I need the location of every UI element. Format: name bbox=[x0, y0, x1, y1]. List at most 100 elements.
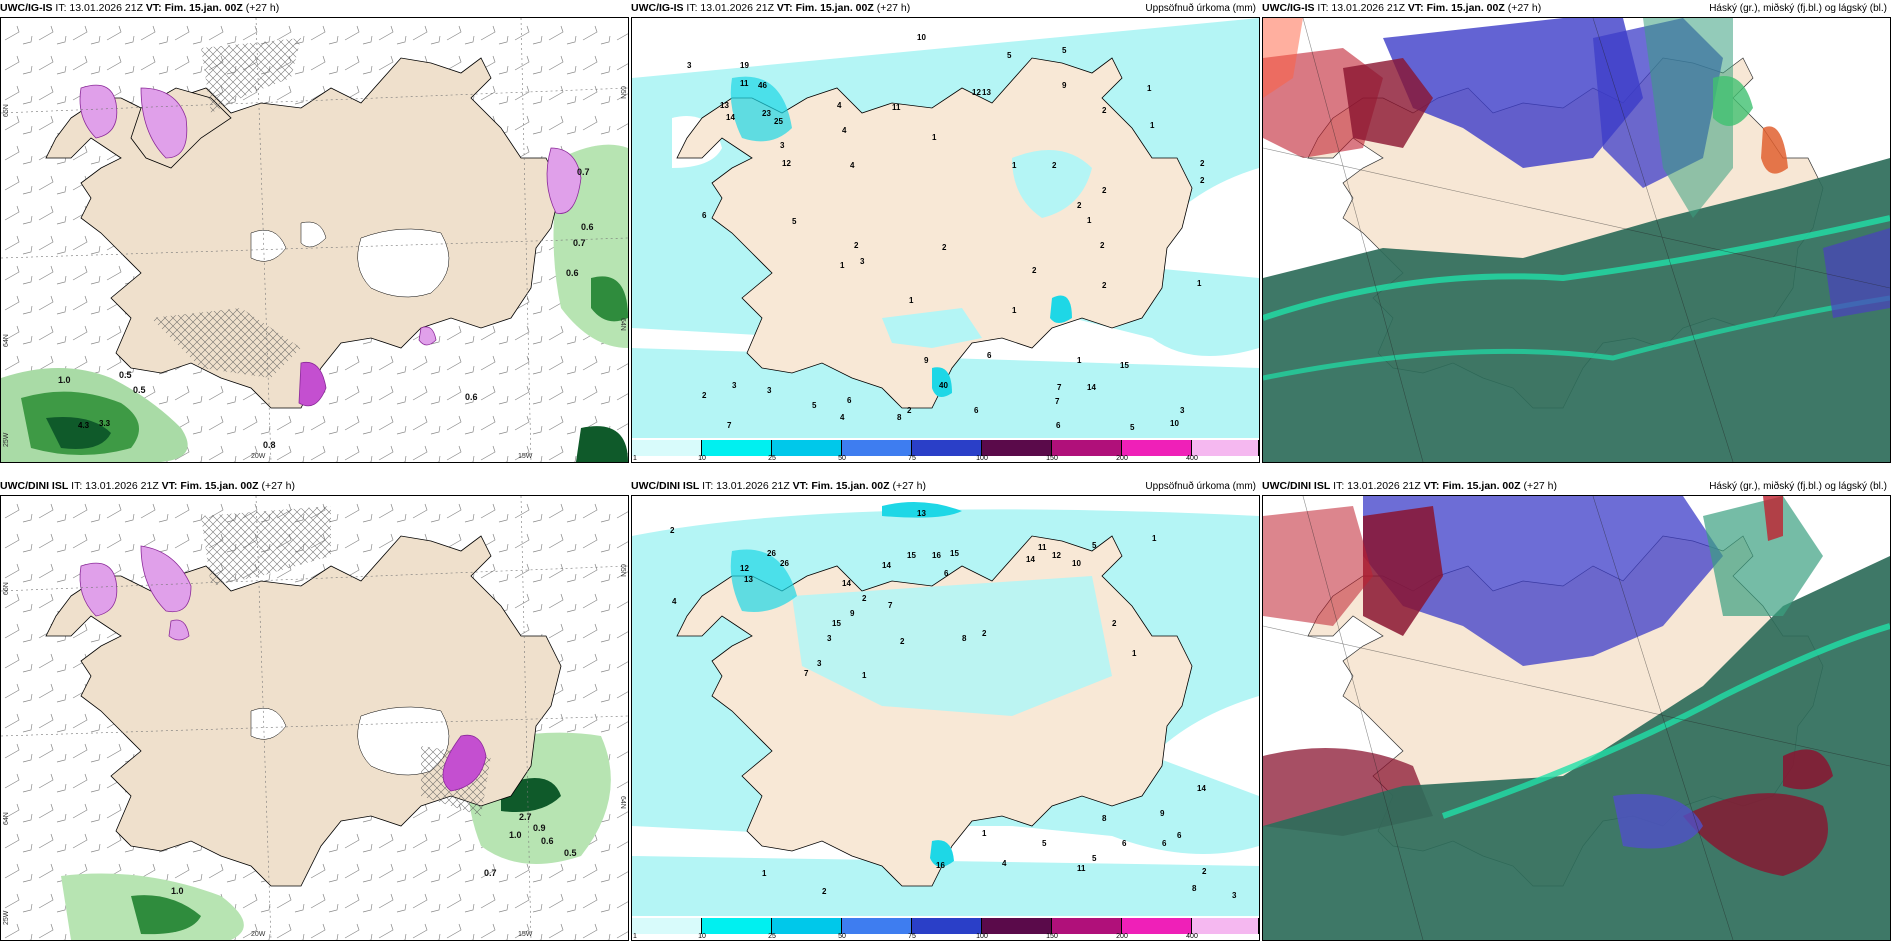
lon-label: 15W bbox=[518, 931, 533, 938]
lat-label: 65N bbox=[3, 104, 10, 117]
map-canvas bbox=[1263, 496, 1890, 940]
precip-label: 11 bbox=[892, 103, 901, 112]
precip-label: 0.8 bbox=[263, 440, 276, 450]
model-name: UWC/DINI ISL bbox=[0, 480, 69, 492]
panel-precip-igis: UWC/IG-IS IT: 13.01.2026 21Z VT: Fim. 15… bbox=[631, 0, 1260, 463]
precip-label: 2 bbox=[862, 594, 867, 603]
precip-label: 4 bbox=[1002, 859, 1007, 868]
precip-label: 1.0 bbox=[509, 830, 522, 840]
precip-label: 14 bbox=[882, 561, 891, 570]
precip-label: 13 bbox=[917, 509, 926, 518]
precip-label: 0.6 bbox=[541, 836, 554, 846]
colorbar-label: 150 bbox=[1046, 455, 1058, 462]
lat-label: 66N bbox=[3, 582, 10, 595]
precip-label: 14 bbox=[842, 579, 851, 588]
precip-label: 11 bbox=[1038, 543, 1047, 552]
colorbar-label: 100 bbox=[976, 933, 988, 940]
precip-label: 1 bbox=[1087, 216, 1092, 225]
colorbar-label: 1 bbox=[633, 933, 637, 940]
colorbar-label: 200 bbox=[1116, 455, 1128, 462]
lead-time: (+27 h) bbox=[1504, 2, 1542, 14]
precip-label: 0.5 bbox=[564, 848, 577, 858]
valid-time: Fim. 15.jan. 00Z bbox=[792, 2, 874, 14]
colorbar-label: 200 bbox=[1116, 933, 1128, 940]
lead-time: (+27 h) bbox=[1520, 480, 1558, 492]
precip-label: 2 bbox=[822, 887, 827, 896]
colorbar-label: 25 bbox=[768, 455, 776, 462]
panel-header: UWC/DINI ISL IT: 13.01.2026 21Z VT: Fim.… bbox=[1262, 478, 1891, 495]
map-frame bbox=[1262, 495, 1891, 941]
map-frame: 13 2 26 12 15 14 26 13 16 15 14 12 11 10… bbox=[631, 495, 1260, 941]
lat-label: 65N bbox=[619, 564, 626, 577]
precip-label: 12 bbox=[782, 159, 791, 168]
precip-label: 5 bbox=[1042, 839, 1047, 848]
precip-label: 3 bbox=[860, 257, 865, 266]
precip-label: 14 bbox=[1197, 784, 1206, 793]
precip-label: 0.9 bbox=[533, 823, 546, 833]
precip-label: 2 bbox=[900, 637, 905, 646]
vt-label: VT: bbox=[1423, 480, 1440, 492]
colorbar-label: 75 bbox=[908, 455, 916, 462]
precip-label: 8 bbox=[1192, 884, 1197, 893]
precip-label: 3 bbox=[687, 61, 692, 70]
precip-label: 1 bbox=[1197, 279, 1202, 288]
model-name: UWC/IG-IS bbox=[1262, 2, 1315, 14]
lon-label: 25W bbox=[3, 432, 10, 447]
precip-label: 2 bbox=[1102, 106, 1107, 115]
precip-label: 1 bbox=[1012, 306, 1017, 315]
colorbar-label: 50 bbox=[838, 455, 846, 462]
precip-label: 1 bbox=[909, 296, 914, 305]
precip-value-labels: 13 2 26 12 15 14 26 13 16 15 14 12 11 10… bbox=[670, 509, 1237, 900]
precip-label: 1 bbox=[1132, 649, 1137, 658]
colorbar-label: 50 bbox=[838, 933, 846, 940]
precip-label: 3.3 bbox=[99, 419, 111, 428]
precip-label: 2 bbox=[942, 243, 947, 252]
precip-label: 2 bbox=[1102, 186, 1107, 195]
precip-label: 2 bbox=[1200, 159, 1205, 168]
precip-label: 19 bbox=[740, 61, 749, 70]
vt-label: VT: bbox=[776, 2, 793, 14]
valid-time: Fim. 15.jan. 00Z bbox=[177, 480, 259, 492]
vt-label: VT: bbox=[161, 480, 178, 492]
panel-header: UWC/IG-IS IT: 13.01.2026 21Z VT: Fim. 15… bbox=[0, 0, 629, 17]
precip-label: 1 bbox=[862, 671, 867, 680]
precip-label: 6 bbox=[1122, 839, 1127, 848]
panel-header: UWC/DINI ISL IT: 13.01.2026 21Z VT: Fim.… bbox=[0, 478, 629, 495]
precip-label: 1 bbox=[932, 133, 937, 142]
precip-label: 15 bbox=[950, 549, 959, 558]
colorbar-label: 400 bbox=[1186, 933, 1198, 940]
precip-label: 2 bbox=[1100, 241, 1105, 250]
precip-label: 2 bbox=[702, 391, 707, 400]
precip-label: 1 bbox=[840, 261, 845, 270]
panel-clouds-igis: UWC/IG-IS IT: 13.01.2026 21Z VT: Fim. 15… bbox=[1262, 0, 1891, 463]
precip-label: 14 bbox=[1087, 383, 1096, 392]
init-time: IT: 13.01.2026 21Z bbox=[683, 2, 777, 14]
precip-label: 1 bbox=[1147, 84, 1152, 93]
init-time: IT: 13.01.2026 21Z bbox=[1330, 480, 1424, 492]
precip-label: 1.0 bbox=[171, 886, 184, 896]
precip-label: 2 bbox=[1200, 176, 1205, 185]
precip-label: 5 bbox=[792, 217, 797, 226]
lead-time: (+27 h) bbox=[873, 2, 911, 14]
lead-time: (+27 h) bbox=[242, 2, 280, 14]
init-time: IT: 13.01.2026 21Z bbox=[52, 2, 146, 14]
lat-label: 64N bbox=[619, 318, 626, 331]
precip-label: 2 bbox=[854, 241, 859, 250]
precip-label: 9 bbox=[1160, 809, 1165, 818]
precip-label: 26 bbox=[767, 549, 776, 558]
panel-title: Háský (gr.), miðský (fj.bl.) og lágský (… bbox=[1709, 3, 1887, 14]
precip-label: 2 bbox=[1112, 619, 1117, 628]
precip-label: 4 bbox=[850, 161, 855, 170]
precip-label: 2 bbox=[1052, 161, 1057, 170]
precip-label: 2 bbox=[907, 406, 912, 415]
precip-label: 5 bbox=[1130, 423, 1135, 432]
precip-label: 12 bbox=[1052, 551, 1061, 560]
precip-label: 2 bbox=[1202, 867, 1207, 876]
precip-label: 16 bbox=[932, 551, 941, 560]
precip-label: 6 bbox=[987, 351, 992, 360]
precip-label: 13 bbox=[744, 575, 753, 584]
lon-label: 15W bbox=[518, 453, 533, 460]
precip-label: 6 bbox=[944, 569, 949, 578]
colorbar-label: 1 bbox=[633, 455, 637, 462]
init-time: IT: 13.01.2026 21Z bbox=[68, 480, 162, 492]
